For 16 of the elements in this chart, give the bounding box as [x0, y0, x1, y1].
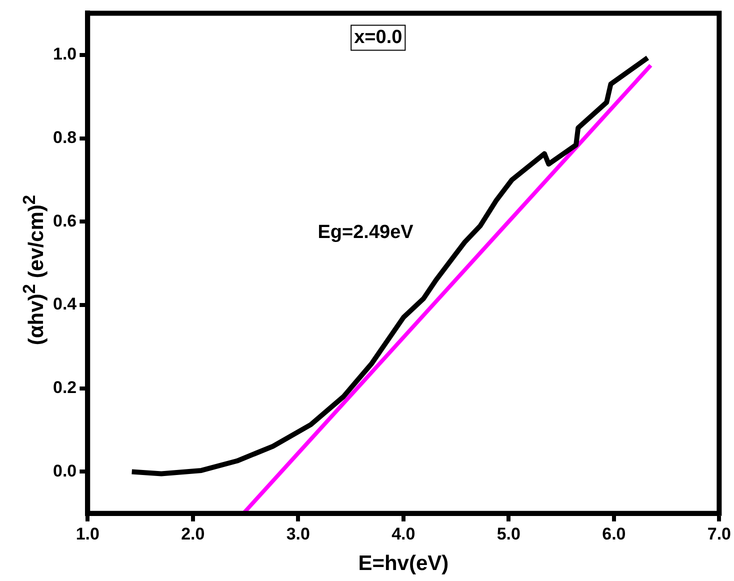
y-tick-label: 0.4	[52, 294, 78, 314]
y-tick-label: 1.0	[52, 44, 77, 64]
x-axis-title: E=hv(eV)	[358, 552, 449, 576]
x-tick-label: 7.0	[707, 524, 732, 544]
y-tick-label: 0.0	[52, 461, 77, 480]
x-tick-label: 6.0	[602, 524, 626, 544]
x-tick-label: 5.0	[496, 524, 520, 544]
annotation: x=0.0	[354, 26, 402, 48]
y-tick-label: 0.2	[52, 378, 77, 398]
y-tick-label: 0.8	[52, 128, 77, 147]
x-tick-label: 1.0	[76, 524, 100, 544]
x-tick-label: 2.0	[181, 524, 205, 544]
y-tick-label: 0.6	[52, 211, 77, 230]
x-tick-label: 4.0	[392, 524, 416, 544]
annotation: Eg=2.49eV	[318, 222, 414, 244]
x-tick-label: 3.0	[286, 524, 310, 544]
